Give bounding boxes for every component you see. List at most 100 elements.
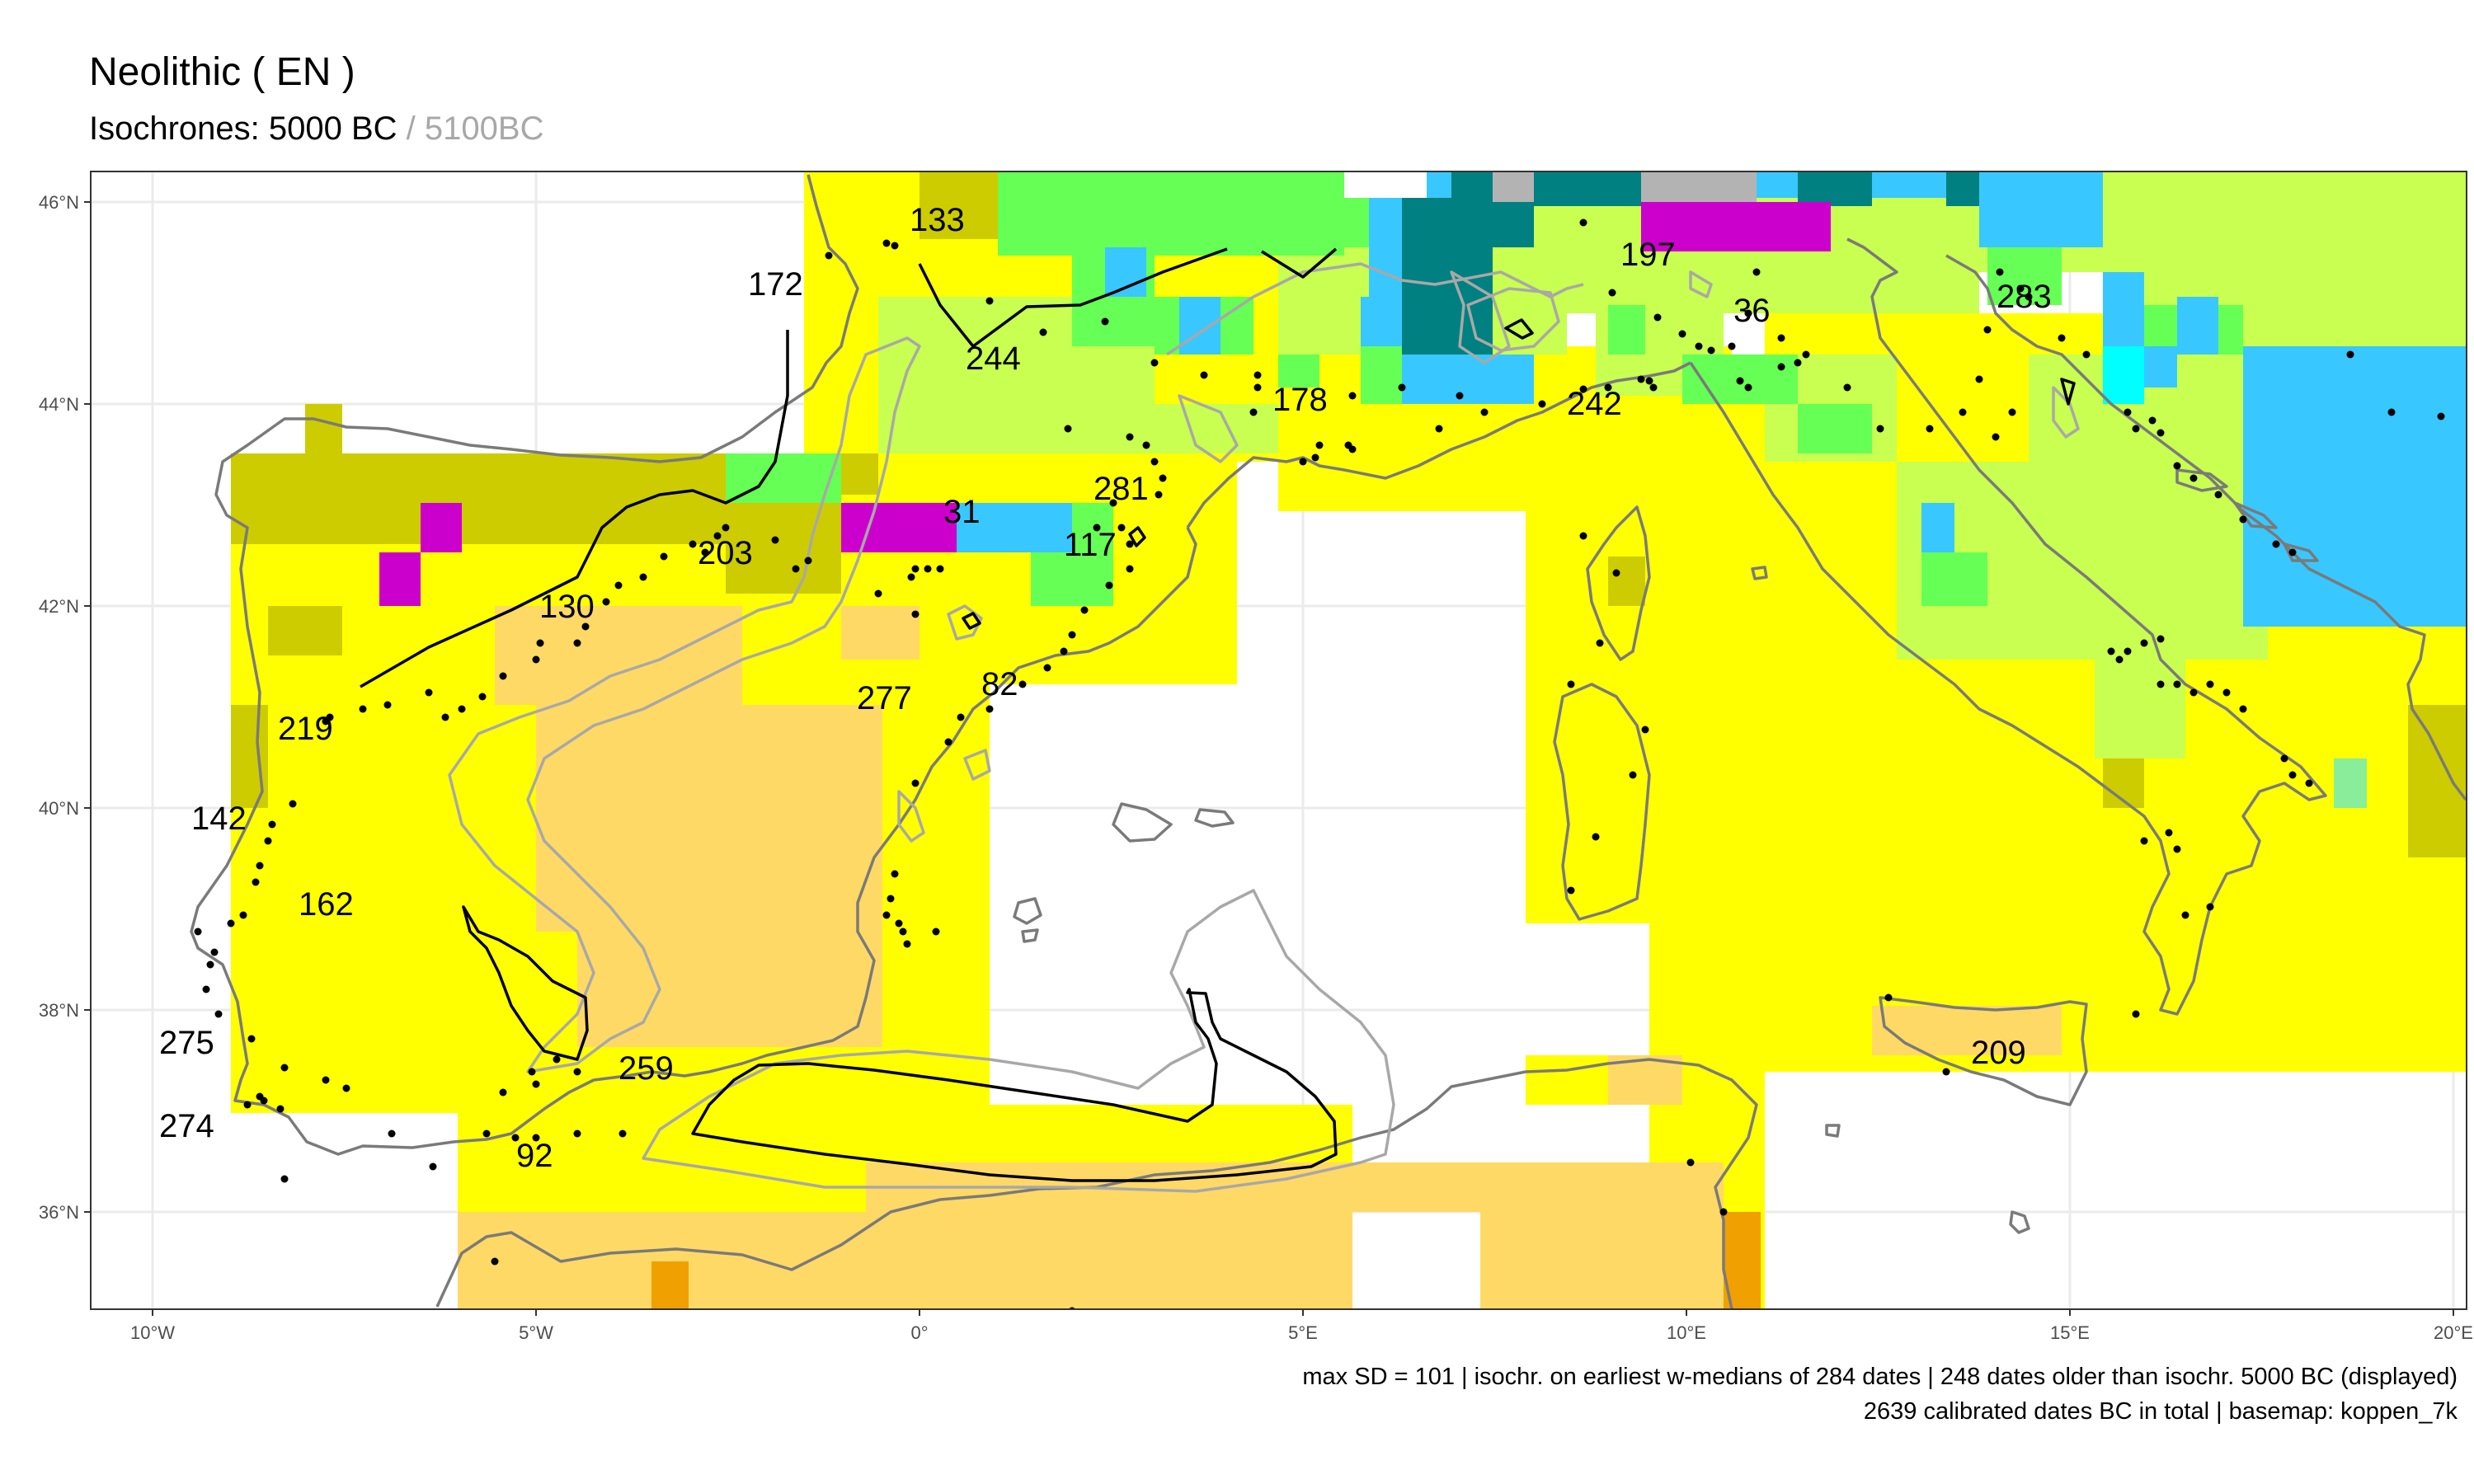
site-point	[911, 565, 920, 573]
x-tick-label: 20°E	[2434, 1322, 2473, 1343]
site-point	[1736, 377, 1744, 385]
site-point	[573, 1068, 581, 1076]
site-point	[441, 713, 449, 721]
isochrone-5100bc-line-west	[448, 336, 921, 1073]
site-point	[1608, 289, 1616, 297]
site-point	[280, 1064, 289, 1072]
coastline-adriatic-east	[1945, 254, 2467, 801]
site-point	[936, 565, 944, 573]
y-tick-label: 40°N	[39, 798, 79, 819]
site-point	[243, 1101, 252, 1109]
site-point	[2437, 412, 2445, 420]
site-point	[1126, 565, 1134, 573]
site-point	[2157, 635, 2165, 643]
site-point	[882, 911, 891, 919]
site-point	[907, 573, 915, 581]
koppen-cell	[651, 1261, 689, 1309]
site-point	[2189, 688, 2198, 697]
site-point	[903, 940, 911, 948]
site-point	[2058, 334, 2066, 342]
site-point	[2239, 705, 2247, 713]
site-point	[1435, 425, 1443, 433]
isochrone-label: 92	[516, 1138, 553, 1174]
koppen-cell	[998, 171, 1344, 256]
site-point	[1150, 458, 1159, 466]
isochrone-label: 283	[1997, 279, 2052, 315]
site-point	[499, 1088, 507, 1097]
site-point	[1707, 346, 1715, 355]
isochrone-5000bc-line-main	[360, 330, 789, 688]
site-point	[1592, 833, 1600, 841]
isochrone-label: 197	[1620, 237, 1676, 273]
site-point	[1794, 359, 1802, 367]
koppen-cell	[2408, 705, 2466, 857]
site-point	[214, 1010, 223, 1018]
site-point	[280, 1175, 289, 1183]
site-point	[1579, 385, 1587, 393]
site-point	[2008, 408, 2016, 416]
site-points	[194, 218, 2445, 1309]
koppen-cell	[1526, 1055, 1608, 1105]
koppen-cell	[1480, 1212, 1682, 1309]
coastline-elba	[1751, 566, 1768, 580]
koppen-cell	[1105, 247, 1146, 297]
site-point	[874, 589, 882, 598]
site-point	[1060, 647, 1068, 655]
x-tick-label: 10°W	[130, 1322, 175, 1343]
site-point	[895, 919, 903, 928]
site-point	[2132, 1010, 2140, 1018]
site-point	[1348, 392, 1357, 400]
koppen-cell	[1921, 503, 1954, 552]
isochrone-5100bc-line-italy-1	[1689, 270, 1713, 298]
subtitle-current: Isochrones: 5000 BC	[89, 110, 397, 147]
koppen-cell	[421, 503, 462, 552]
isochrone-5000bc-line-africa	[691, 988, 1338, 1182]
site-point	[1018, 680, 1027, 688]
site-point	[1126, 540, 1134, 548]
y-tick-label: 46°N	[39, 192, 79, 213]
site-point	[429, 1162, 437, 1171]
site-point	[2288, 548, 2297, 556]
site-point	[239, 911, 247, 919]
site-point	[792, 565, 800, 573]
koppen-cell	[1493, 206, 1534, 247]
site-point	[383, 701, 392, 709]
site-point	[1567, 680, 1575, 688]
site-point	[1068, 1307, 1076, 1309]
site-point	[1926, 425, 1934, 433]
isochrone-label: 281	[1094, 471, 1149, 507]
isochrone-label: 178	[1272, 382, 1328, 418]
koppen-cell	[1641, 171, 1757, 202]
site-point	[825, 251, 833, 260]
site-point	[202, 985, 210, 993]
koppen-cell	[231, 453, 726, 544]
koppen-cell	[957, 503, 1072, 552]
site-point	[1159, 474, 1167, 482]
isochrone-5100bc-line-valencia	[897, 790, 925, 843]
isochrone-5000bc-line-north	[918, 247, 1228, 348]
koppen-cell	[1072, 346, 1155, 453]
coastline-north-africa	[435, 1058, 1758, 1309]
isochrone-label: 277	[857, 680, 912, 716]
site-point	[256, 862, 264, 870]
koppen-cell	[841, 503, 957, 552]
subtitle-previous: 5100BC	[424, 110, 544, 147]
map-panel-border	[90, 171, 2467, 1310]
site-point	[1253, 371, 1262, 379]
site-point	[639, 573, 647, 581]
x-tick-label: 5°W	[519, 1322, 553, 1343]
site-point	[1637, 375, 1645, 383]
site-point	[1105, 581, 1113, 589]
site-point	[252, 878, 260, 886]
site-point	[2107, 647, 2115, 655]
x-tick-label: 15°E	[2050, 1322, 2090, 1343]
isochrone-label: 244	[966, 340, 1021, 377]
isochrone-5100bc-line-provence	[1450, 270, 1511, 364]
site-point	[722, 524, 730, 532]
koppen-cell	[1155, 404, 1278, 453]
x-tick-label: 10°E	[1667, 1322, 1706, 1343]
site-point	[359, 705, 367, 713]
site-point	[1579, 218, 1587, 227]
koppen-cell	[1798, 404, 1872, 453]
koppen-cell	[1872, 1006, 2062, 1055]
